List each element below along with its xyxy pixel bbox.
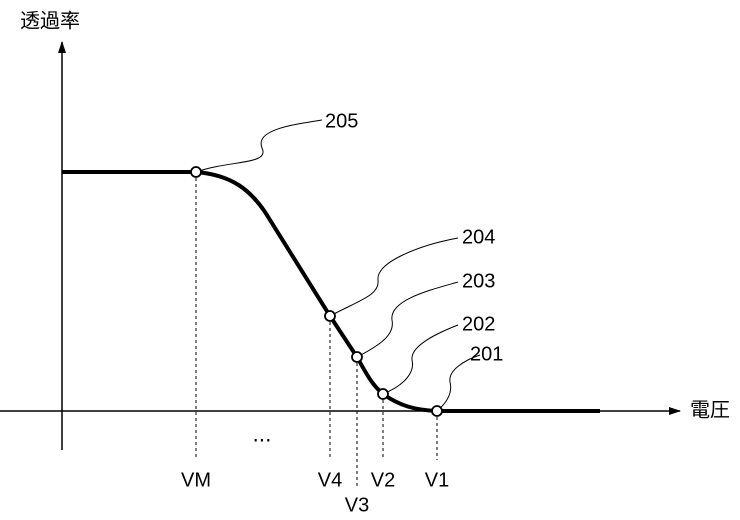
transmittance-curve: [62, 172, 600, 411]
y-axis-label: 透過率: [20, 9, 80, 33]
voltage-label: V2: [371, 469, 395, 491]
voltage-label: V4: [318, 469, 342, 491]
ellipsis: ...: [252, 423, 271, 447]
callout-number: 205: [325, 110, 358, 132]
x-axis-label: 電圧: [690, 398, 730, 422]
callout-number: 201: [470, 343, 503, 365]
voltage-label: VM: [181, 469, 211, 491]
voltage-label: V3: [345, 494, 369, 516]
guide-lines: [196, 172, 437, 488]
voltage-label: V1: [425, 469, 449, 491]
leader-lines: [196, 120, 480, 411]
callout-number: 204: [462, 226, 495, 248]
diagram: 透過率 電圧 VM V4 V3 V2 V1 ... 205 204 203 20…: [0, 0, 740, 520]
callout-number: 203: [462, 270, 495, 292]
callout-number: 202: [462, 313, 495, 335]
